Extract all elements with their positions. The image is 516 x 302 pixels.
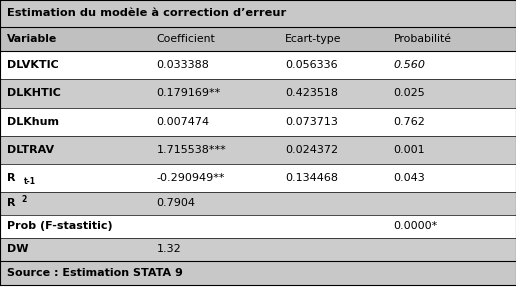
- Text: 1.715538***: 1.715538***: [156, 145, 226, 155]
- Text: 0.007474: 0.007474: [156, 117, 209, 127]
- Text: 0.560: 0.560: [394, 60, 426, 70]
- Text: Coefficient: Coefficient: [156, 34, 215, 44]
- Text: 0.056336: 0.056336: [285, 60, 338, 70]
- Bar: [0, 27, 516, 51]
- Bar: [0, 108, 516, 136]
- Text: DW: DW: [7, 244, 28, 254]
- Text: -0.290949**: -0.290949**: [156, 173, 225, 183]
- Text: 1.32: 1.32: [156, 244, 181, 254]
- Text: Estimation du modèle à correction d’erreur: Estimation du modèle à correction d’erre…: [7, 8, 286, 18]
- Text: DLKHTIC: DLKHTIC: [7, 88, 60, 98]
- Bar: [0, 192, 516, 215]
- Text: 0.033388: 0.033388: [156, 60, 209, 70]
- Text: 0.7904: 0.7904: [156, 198, 196, 208]
- Text: 0.073713: 0.073713: [285, 117, 338, 127]
- Bar: [0, 238, 516, 261]
- Text: 0.423518: 0.423518: [285, 88, 338, 98]
- Text: 0.025: 0.025: [394, 88, 426, 98]
- Text: 0.134468: 0.134468: [285, 173, 338, 183]
- Text: 0.001: 0.001: [394, 145, 425, 155]
- Bar: [0, 51, 516, 79]
- Text: Source : Estimation STATA 9: Source : Estimation STATA 9: [7, 268, 183, 278]
- Bar: [0, 0, 516, 27]
- Text: Probabilité: Probabilité: [394, 34, 452, 44]
- Text: 2: 2: [21, 194, 26, 204]
- Bar: [0, 79, 516, 108]
- Text: 0.179169**: 0.179169**: [156, 88, 221, 98]
- Text: 0.043: 0.043: [394, 173, 426, 183]
- Text: R: R: [7, 173, 15, 183]
- Bar: [0, 164, 516, 192]
- Bar: [0, 261, 516, 285]
- Text: 0.024372: 0.024372: [285, 145, 338, 155]
- Text: DLKhum: DLKhum: [7, 117, 59, 127]
- Text: R: R: [7, 198, 15, 208]
- Text: DLVKTIC: DLVKTIC: [7, 60, 58, 70]
- Text: DLTRAV: DLTRAV: [7, 145, 54, 155]
- Text: Prob (F-stastitic): Prob (F-stastitic): [7, 221, 112, 231]
- Text: 0.0000*: 0.0000*: [394, 221, 438, 231]
- Text: Ecart-type: Ecart-type: [285, 34, 342, 44]
- Text: Variable: Variable: [7, 34, 57, 44]
- Bar: [0, 136, 516, 164]
- Text: t-1: t-1: [24, 177, 36, 186]
- Text: 0.762: 0.762: [394, 117, 426, 127]
- Bar: [0, 215, 516, 238]
